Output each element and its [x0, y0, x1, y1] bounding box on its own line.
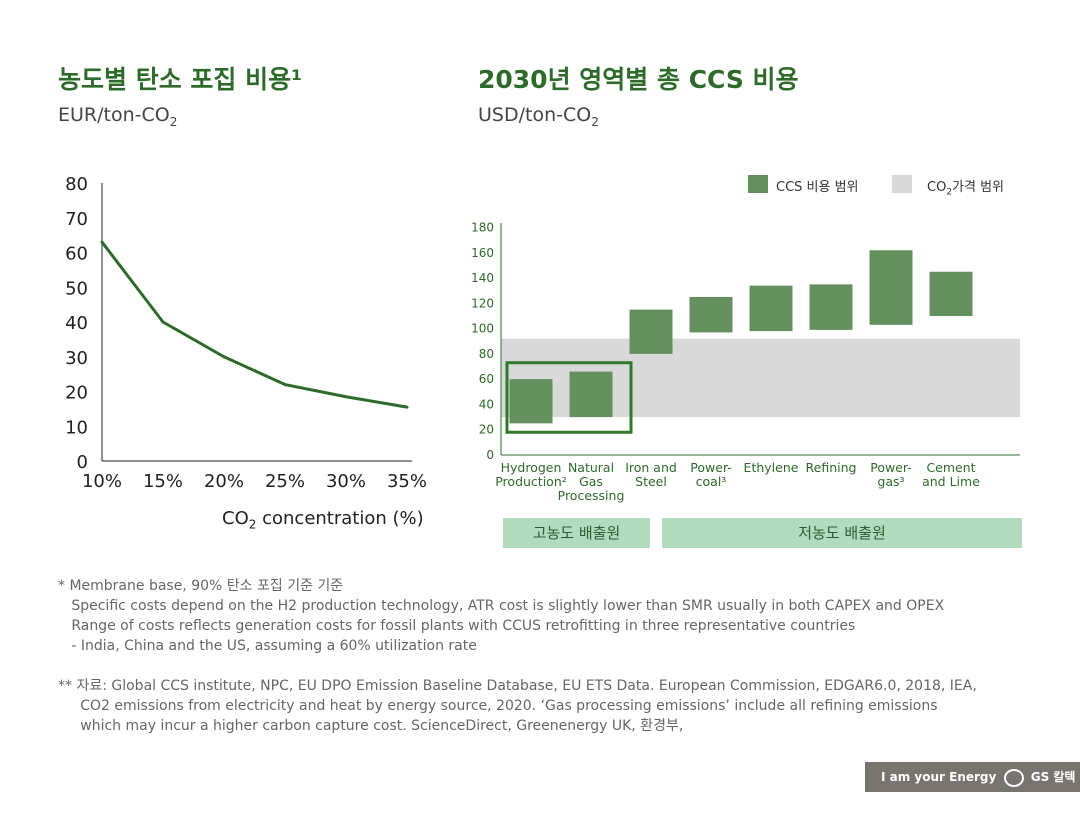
y-tick-label: 80 — [479, 347, 494, 361]
y-tick-label: 120 — [471, 296, 494, 310]
x-tick-label: Power-coal³ — [690, 460, 732, 489]
x-tick-label: Power-gas³ — [870, 460, 912, 489]
x-tick-label: 10% — [82, 471, 122, 492]
group-low-concentration: 저농도 배출원 — [662, 518, 1022, 548]
legend-co2-label: CO2가격 범위 — [927, 180, 1005, 198]
footer-brand: I am your Energy GS 칼텍스 — [865, 762, 1080, 814]
x-tick-label: Natural Gas Processing — [558, 460, 625, 503]
y-tick-label: 10 — [65, 417, 88, 438]
data-point — [161, 320, 165, 324]
series-line — [100, 241, 408, 409]
y-tick-label: 0 — [486, 448, 494, 462]
x-tick-label: Cement and Lime — [922, 460, 980, 489]
left-chart-unit: EUR/ton-CO2 — [58, 104, 178, 129]
data-point — [283, 383, 287, 387]
y-tick-label: 60 — [479, 372, 494, 386]
y-tick-label: 20 — [65, 383, 88, 404]
slogan: I am your Energy — [881, 770, 997, 784]
y-tick-label: 100 — [471, 322, 494, 336]
data-point — [222, 355, 226, 359]
y-tick-label: 0 — [77, 452, 88, 473]
range-bar — [689, 297, 733, 333]
data-point — [405, 405, 409, 409]
right-chart-title: 2030년 영역별 총 CCS 비용 — [478, 65, 799, 94]
x-tick-label: Ethylene — [744, 460, 799, 475]
gs-logo-icon — [1003, 768, 1024, 787]
x-tick-label: 15% — [143, 471, 183, 492]
x-tick-label: 35% — [387, 471, 427, 492]
y-tick-label: 40 — [65, 313, 88, 334]
x-tick-label: 20% — [204, 471, 244, 492]
y-tick-label: 20 — [479, 423, 494, 437]
y-tick-label: 30 — [65, 348, 88, 369]
y-tick-label: 50 — [65, 278, 88, 299]
y-tick-label: 80 — [65, 174, 88, 195]
left-chart-title: 농도별 탄소 포집 비용¹ — [58, 65, 303, 94]
x-tick-label: 25% — [265, 471, 305, 492]
footnote-2: ** 자료: Global CCS institute, NPC, EU DPO… — [58, 678, 977, 734]
range-bar — [809, 284, 853, 330]
legend-ccs-label: CCS 비용 범위 — [776, 180, 859, 195]
y-tick-label: 60 — [65, 244, 88, 265]
left-x-label: CO2 concentration (%) — [222, 508, 424, 532]
highlight-box — [505, 361, 633, 434]
y-tick-label: 180 — [471, 221, 494, 235]
legend-ccs-swatch — [748, 175, 768, 193]
range-bar — [749, 285, 793, 332]
x-tick-label: Refining — [806, 460, 857, 475]
x-tick-label: 30% — [326, 471, 366, 492]
data-point — [344, 395, 348, 399]
range-bar — [629, 309, 673, 354]
range-bar — [869, 250, 913, 325]
range-bar — [569, 371, 613, 418]
group-high-concentration: 고농도 배출원 — [503, 518, 650, 548]
y-tick-label: 40 — [479, 397, 494, 411]
y-tick-label: 140 — [471, 271, 494, 285]
legend-co2-swatch — [892, 175, 912, 193]
range-bar — [929, 271, 973, 316]
right-chart-unit: USD/ton-CO2 — [478, 104, 599, 129]
x-tick-label: Iron and Steel — [625, 460, 677, 489]
left-line-chart: 0 10 20 30 40 50 60 70 80 10% 15% 20% 25% 30% 35% — [65, 174, 427, 492]
right-range-chart: 0 20 40 60 80 100 120 140 160 180 Hydrogen Producti… — [471, 221, 1020, 503]
data-point — [100, 240, 104, 244]
x-tick-label: Hydrogen Production² — [495, 460, 567, 489]
y-tick-label: 160 — [471, 246, 494, 260]
footnote-1: * Membrane base, 90% 탄소 포집 기준 기준 Specifi… — [58, 578, 945, 654]
y-tick-label: 70 — [65, 209, 88, 230]
range-bar — [509, 379, 553, 424]
